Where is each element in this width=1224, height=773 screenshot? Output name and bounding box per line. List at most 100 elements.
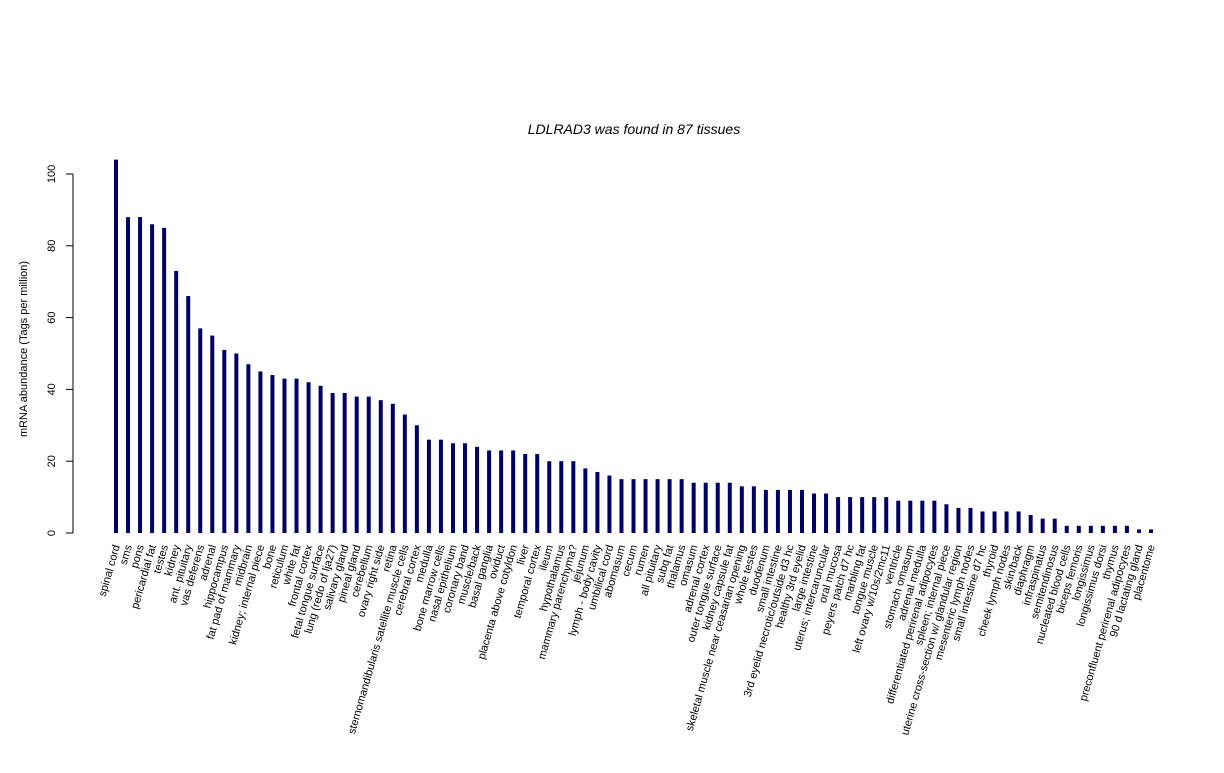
bar bbox=[667, 479, 672, 533]
bars-group bbox=[114, 159, 1153, 533]
bar bbox=[114, 159, 118, 533]
bar bbox=[1064, 525, 1069, 533]
bar bbox=[944, 504, 949, 533]
bar bbox=[908, 500, 913, 533]
bar bbox=[126, 217, 131, 533]
bar bbox=[475, 446, 480, 533]
bar bbox=[499, 450, 504, 533]
bar bbox=[414, 425, 419, 533]
bar bbox=[607, 475, 612, 533]
bar bbox=[643, 479, 648, 533]
bar bbox=[282, 378, 287, 533]
bar bbox=[318, 385, 323, 533]
bar bbox=[535, 454, 540, 533]
bar bbox=[763, 489, 768, 533]
y-tick-label: 0 bbox=[46, 530, 58, 536]
bar bbox=[1112, 525, 1117, 533]
y-axis-label: mRNA abundance (Tags per million) bbox=[18, 261, 30, 437]
bar bbox=[595, 471, 600, 533]
bar bbox=[1124, 525, 1129, 533]
bar bbox=[150, 224, 155, 533]
bar bbox=[739, 486, 744, 533]
bar bbox=[655, 479, 660, 533]
bar bbox=[463, 443, 468, 533]
y-axis: 0 20 40 60 80 100 bbox=[46, 165, 74, 536]
bar bbox=[751, 486, 756, 533]
bar bbox=[306, 382, 311, 533]
bar bbox=[258, 371, 263, 533]
x-tick-label: spinal cord bbox=[97, 544, 123, 598]
bar bbox=[426, 439, 431, 533]
bar bbox=[559, 461, 564, 533]
bar bbox=[787, 489, 792, 533]
bar bbox=[715, 482, 720, 533]
bar bbox=[727, 482, 732, 533]
bar bbox=[138, 217, 143, 533]
bar bbox=[511, 450, 516, 533]
bar bbox=[932, 500, 937, 533]
bar bbox=[198, 328, 203, 533]
bar bbox=[920, 500, 925, 533]
bar bbox=[896, 500, 901, 533]
y-tick-label: 80 bbox=[46, 240, 58, 252]
bar bbox=[872, 497, 877, 533]
bar bbox=[1016, 511, 1021, 533]
bar bbox=[390, 403, 395, 533]
bar bbox=[980, 511, 985, 533]
bar bbox=[330, 392, 335, 533]
bar bbox=[571, 461, 576, 533]
bar bbox=[799, 489, 804, 533]
y-tick-label: 60 bbox=[46, 311, 58, 323]
y-tick-label: 100 bbox=[46, 165, 58, 183]
bar bbox=[366, 396, 371, 533]
y-tick-label: 40 bbox=[46, 383, 58, 395]
bar bbox=[824, 493, 829, 533]
bar bbox=[1040, 518, 1045, 533]
bar bbox=[956, 507, 961, 533]
bar bbox=[1004, 511, 1009, 533]
bar bbox=[210, 335, 215, 533]
bar bbox=[1136, 529, 1141, 533]
bar bbox=[1088, 525, 1093, 533]
bar bbox=[1028, 515, 1033, 533]
bar bbox=[487, 450, 492, 533]
bar bbox=[691, 482, 696, 533]
bar bbox=[450, 443, 455, 533]
bar bbox=[775, 489, 780, 533]
y-tick-label: 20 bbox=[46, 455, 58, 467]
bar bbox=[992, 511, 997, 533]
bar bbox=[1149, 529, 1153, 533]
bar bbox=[619, 479, 624, 533]
bar bbox=[631, 479, 636, 533]
bar bbox=[836, 497, 841, 533]
bar bbox=[547, 461, 552, 533]
bar bbox=[848, 497, 853, 533]
bar bbox=[222, 349, 227, 533]
x-tick-label: sms bbox=[118, 543, 135, 566]
bar bbox=[703, 482, 708, 533]
bar bbox=[354, 396, 359, 533]
bar bbox=[583, 468, 588, 533]
x-tick-label: liver bbox=[515, 543, 532, 566]
bar bbox=[234, 353, 239, 533]
bar bbox=[162, 227, 167, 533]
bar bbox=[342, 392, 347, 533]
bar bbox=[812, 493, 817, 533]
bar bbox=[884, 497, 889, 533]
bar bbox=[1076, 525, 1081, 533]
bar bbox=[860, 497, 865, 533]
bar bbox=[968, 507, 973, 533]
bar bbox=[679, 479, 684, 533]
bar bbox=[1100, 525, 1105, 533]
chart-title: LDLRAD3 was found in 87 tissues bbox=[528, 121, 740, 137]
bar bbox=[246, 364, 251, 533]
bar bbox=[270, 375, 275, 533]
bar bbox=[402, 414, 407, 533]
bar bbox=[186, 296, 191, 533]
bar bbox=[294, 378, 299, 533]
bar bbox=[523, 454, 528, 533]
bar bbox=[438, 439, 443, 533]
bar bbox=[1052, 518, 1057, 533]
